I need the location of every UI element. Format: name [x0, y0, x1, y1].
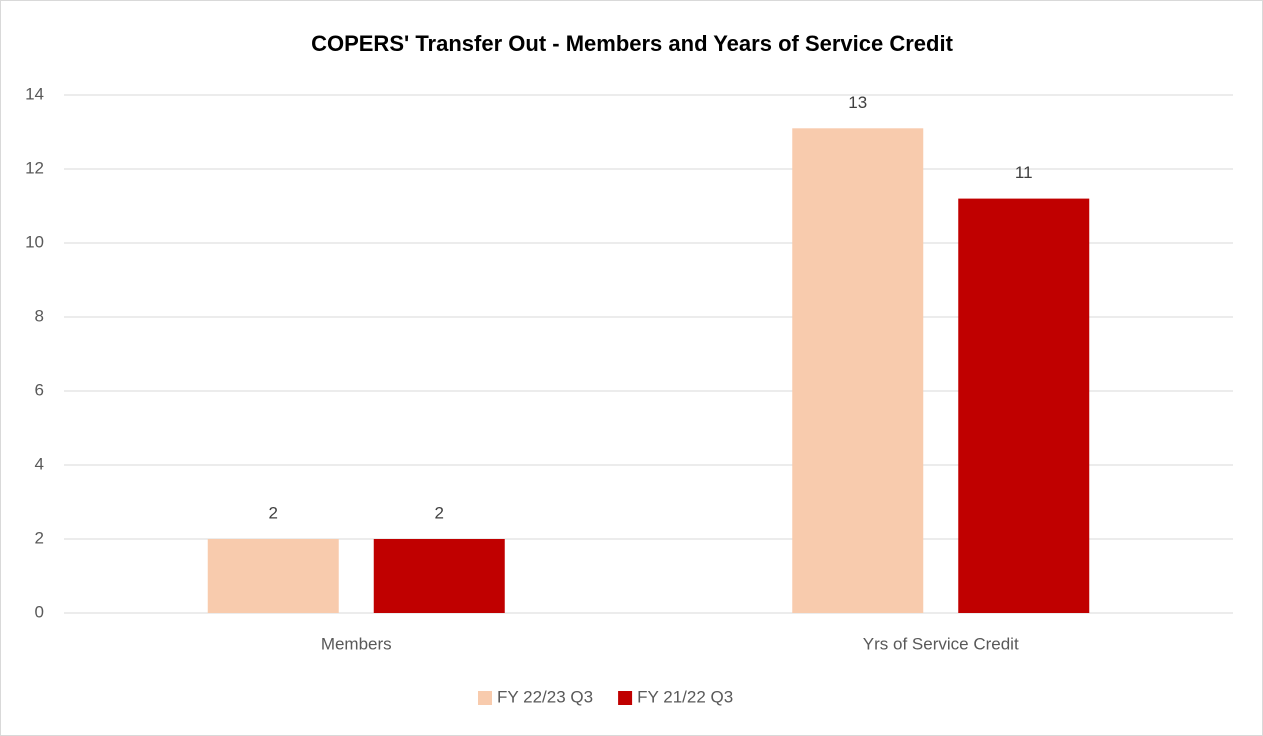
bar: [958, 198, 1090, 613]
data-label: 13: [848, 93, 867, 112]
y-tick-label: 14: [25, 84, 44, 103]
y-tick-label: 8: [35, 306, 44, 325]
y-tick-label: 0: [35, 602, 44, 621]
data-label: 2: [269, 503, 278, 522]
bar: [792, 128, 924, 614]
data-label: 2: [435, 503, 444, 522]
legend-label: FY 22/23 Q3: [497, 687, 593, 706]
chart-title: COPERS' Transfer Out - Members and Years…: [311, 31, 953, 56]
y-tick-label: 4: [35, 454, 44, 473]
legend-swatch: [618, 691, 633, 705]
y-tick-label: 6: [35, 380, 44, 399]
data-label: 11: [1015, 163, 1033, 182]
x-tick-label: Yrs of Service Credit: [863, 634, 1019, 653]
y-tick-label: 10: [25, 232, 44, 251]
legend-swatch: [478, 691, 492, 705]
legend-label: FY 21/22 Q3: [637, 687, 733, 706]
y-tick-label: 2: [35, 528, 44, 547]
y-tick-label: 12: [25, 158, 44, 177]
bar: [207, 539, 339, 613]
x-tick-label: Members: [321, 634, 392, 653]
bar: [373, 539, 505, 613]
